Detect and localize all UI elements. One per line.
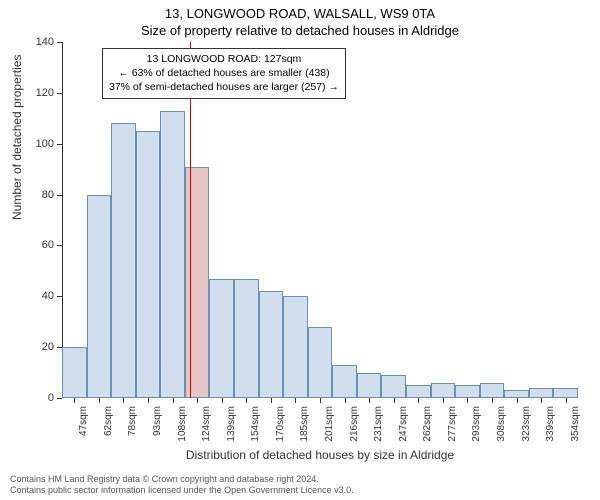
x-tick-mark (418, 398, 419, 403)
footer-line-1: Contains HM Land Registry data © Crown c… (10, 474, 354, 485)
chart-title-main: 13, LONGWOOD ROAD, WALSALL, WS9 0TA (0, 0, 600, 21)
y-tick-label: 80 (42, 189, 54, 201)
x-tick-label: 201sqm (324, 406, 335, 442)
annotation-line-1: 13 LONGWOOD ROAD: 127sqm (109, 52, 339, 66)
x-tick-mark (517, 398, 518, 403)
x-tick-mark (566, 398, 567, 403)
x-tick-label: 62sqm (103, 406, 114, 436)
histogram-bar (357, 373, 382, 398)
x-tick-label: 108sqm (177, 406, 188, 442)
histogram-bar (136, 131, 161, 398)
y-tick-label: 100 (36, 138, 54, 150)
y-tick-label: 20 (42, 341, 54, 353)
x-tick-mark (197, 398, 198, 403)
y-axis: 020406080100120140 (0, 42, 62, 398)
x-tick-mark (271, 398, 272, 403)
histogram-bar (209, 279, 234, 399)
chart-title-sub: Size of property relative to detached ho… (0, 21, 600, 38)
histogram-bar (308, 327, 333, 398)
histogram-bar (160, 111, 185, 398)
x-tick-label: 339sqm (545, 406, 556, 442)
histogram-bar (111, 123, 136, 398)
histogram-bar (62, 347, 87, 398)
x-tick-mark (74, 398, 75, 403)
histogram-bar (455, 385, 480, 398)
x-axis-label: Distribution of detached houses by size … (62, 448, 578, 462)
x-tick-mark (369, 398, 370, 403)
x-tick-mark (123, 398, 124, 403)
histogram-bar (529, 388, 554, 398)
x-tick-label: 308sqm (496, 406, 507, 442)
annotation-box: 13 LONGWOOD ROAD: 127sqm← 63% of detache… (102, 48, 346, 99)
annotation-line-2: ← 63% of detached houses are smaller (43… (109, 66, 339, 80)
y-tick-label: 140 (36, 36, 54, 48)
histogram-bar (234, 279, 259, 399)
y-tick-label: 120 (36, 87, 54, 99)
y-tick-label: 0 (48, 392, 54, 404)
x-tick-mark (394, 398, 395, 403)
x-tick-mark (222, 398, 223, 403)
x-tick-label: 93sqm (152, 406, 163, 436)
x-tick-label: 247sqm (398, 406, 409, 442)
x-tick-mark (541, 398, 542, 403)
x-tick-mark (99, 398, 100, 403)
x-tick-mark (345, 398, 346, 403)
x-tick-label: 293sqm (471, 406, 482, 442)
histogram-bar (87, 195, 112, 398)
histogram-bar (332, 365, 357, 398)
x-tick-mark (443, 398, 444, 403)
x-tick-mark (320, 398, 321, 403)
x-tick-label: 139sqm (226, 406, 237, 442)
x-tick-label: 354sqm (570, 406, 581, 442)
x-tick-label: 277sqm (447, 406, 458, 442)
footer-attribution: Contains HM Land Registry data © Crown c… (10, 474, 354, 497)
x-tick-label: 323sqm (521, 406, 532, 442)
plot-area: 13 LONGWOOD ROAD: 127sqm← 63% of detache… (62, 42, 578, 398)
x-tick-label: 262sqm (422, 406, 433, 442)
x-tick-label: 231sqm (373, 406, 384, 442)
x-tick-mark (148, 398, 149, 403)
histogram-bar (283, 296, 308, 398)
x-tick-mark (173, 398, 174, 403)
histogram-bar (431, 383, 456, 398)
x-tick-mark (246, 398, 247, 403)
x-tick-label: 185sqm (299, 406, 310, 442)
x-tick-label: 78sqm (127, 406, 138, 436)
y-tick-label: 40 (42, 290, 54, 302)
x-tick-label: 47sqm (78, 406, 89, 436)
histogram-bar (504, 390, 529, 398)
histogram-bar (381, 375, 406, 398)
x-tick-label: 124sqm (201, 406, 212, 442)
histogram-bar (185, 167, 210, 398)
histogram-bar (553, 388, 578, 398)
x-tick-mark (492, 398, 493, 403)
histogram-bar (480, 383, 505, 398)
histogram-bar (406, 385, 431, 398)
footer-line-2: Contains public sector information licen… (10, 485, 354, 496)
y-tick-label: 60 (42, 239, 54, 251)
histogram-bar (259, 291, 284, 398)
x-tick-label: 170sqm (275, 406, 286, 442)
annotation-line-3: 37% of semi-detached houses are larger (… (109, 80, 339, 94)
y-axis-line (62, 42, 63, 398)
x-tick-label: 216sqm (349, 406, 360, 442)
x-tick-mark (295, 398, 296, 403)
x-tick-label: 154sqm (250, 406, 261, 442)
x-tick-mark (467, 398, 468, 403)
chart-container: 13, LONGWOOD ROAD, WALSALL, WS9 0TA Size… (0, 0, 600, 500)
